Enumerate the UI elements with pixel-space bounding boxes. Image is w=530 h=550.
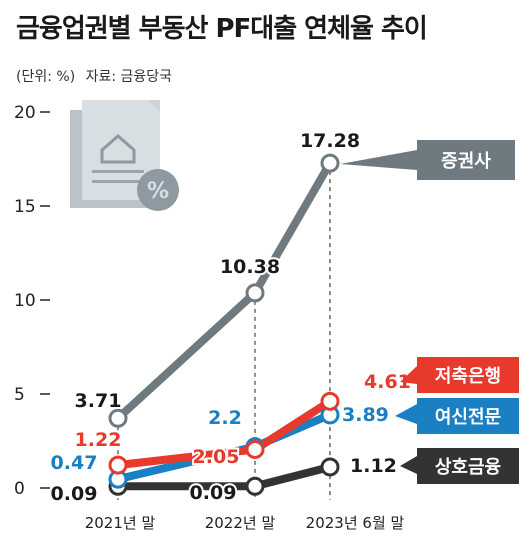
y-tick-label: 20 — [14, 103, 36, 123]
x-tick-label: 2021년 말 — [85, 514, 156, 532]
legend-swatch — [417, 357, 519, 393]
legend-pointer — [400, 456, 417, 474]
legend-pointer — [340, 150, 417, 170]
y-tick-label: 0 — [14, 479, 25, 499]
chart-title: 금융업권별 부동산 PF대출 연체율 추이 — [16, 14, 428, 44]
data-label: 1.12 — [350, 455, 397, 477]
data-label: 3.71 — [75, 390, 122, 412]
legend-pointer — [400, 366, 417, 384]
data-label: 0.09 — [190, 482, 237, 504]
legend-label: 저축은행 — [435, 366, 501, 387]
y-tick-label: 5 — [14, 385, 25, 405]
data-point — [245, 439, 265, 459]
x-tick-label: 2022년 말 — [205, 514, 276, 532]
source-label: 자료: 금융당국 — [85, 69, 173, 85]
y-tick-label: 10 — [14, 291, 36, 311]
legend-label: 증권사 — [441, 151, 491, 172]
data-label: 2.2 — [208, 407, 242, 429]
chart-source: (단위: %) 자료: 금융당국 — [16, 66, 178, 86]
data-label: 3.89 — [342, 404, 389, 426]
y-tick-label: 15 — [14, 197, 36, 217]
data-point — [108, 408, 128, 428]
data-label: 10.38 — [220, 256, 280, 278]
data-point — [320, 153, 340, 173]
data-point — [108, 455, 128, 475]
data-label: 2.05 — [193, 446, 240, 468]
data-label: 1.22 — [75, 429, 122, 451]
data-label: 0.09 — [51, 483, 98, 505]
x-tick-label: 2023년 6월 말 — [306, 514, 405, 532]
legend-label: 상호금융 — [435, 457, 501, 478]
data-point — [320, 457, 340, 477]
data-point — [320, 391, 340, 411]
data-point — [245, 283, 265, 303]
legend-swatch — [417, 448, 519, 484]
legend-swatch — [417, 398, 519, 434]
data-label: 0.47 — [51, 452, 98, 474]
svg-text:%: % — [147, 179, 169, 204]
document-house-percent-icon: % — [70, 100, 179, 211]
data-point — [245, 476, 265, 496]
legend-swatch — [417, 140, 515, 180]
legend-label: 여신전문 — [435, 407, 501, 428]
unit-label: (단위: %) — [16, 69, 76, 85]
data-label: 17.28 — [300, 130, 360, 152]
legend-pointer — [395, 404, 417, 424]
